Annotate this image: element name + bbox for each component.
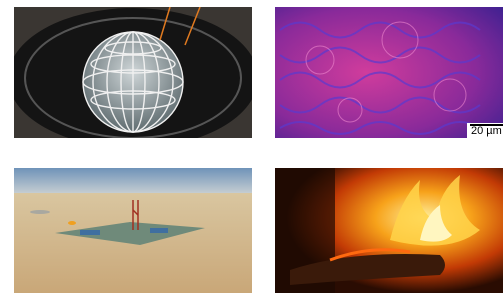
- panel-desert: [14, 168, 252, 293]
- panel-dome: [8, 7, 258, 148]
- panel-fire: [275, 168, 503, 293]
- scale-bar-label: 20 µm: [471, 125, 502, 137]
- page: 20 µm (() => { const data = JSON.parse(d…: [0, 0, 503, 293]
- image-grid: 20 µm: [0, 0, 503, 293]
- panel-micrograph: 20 µm: [275, 7, 503, 138]
